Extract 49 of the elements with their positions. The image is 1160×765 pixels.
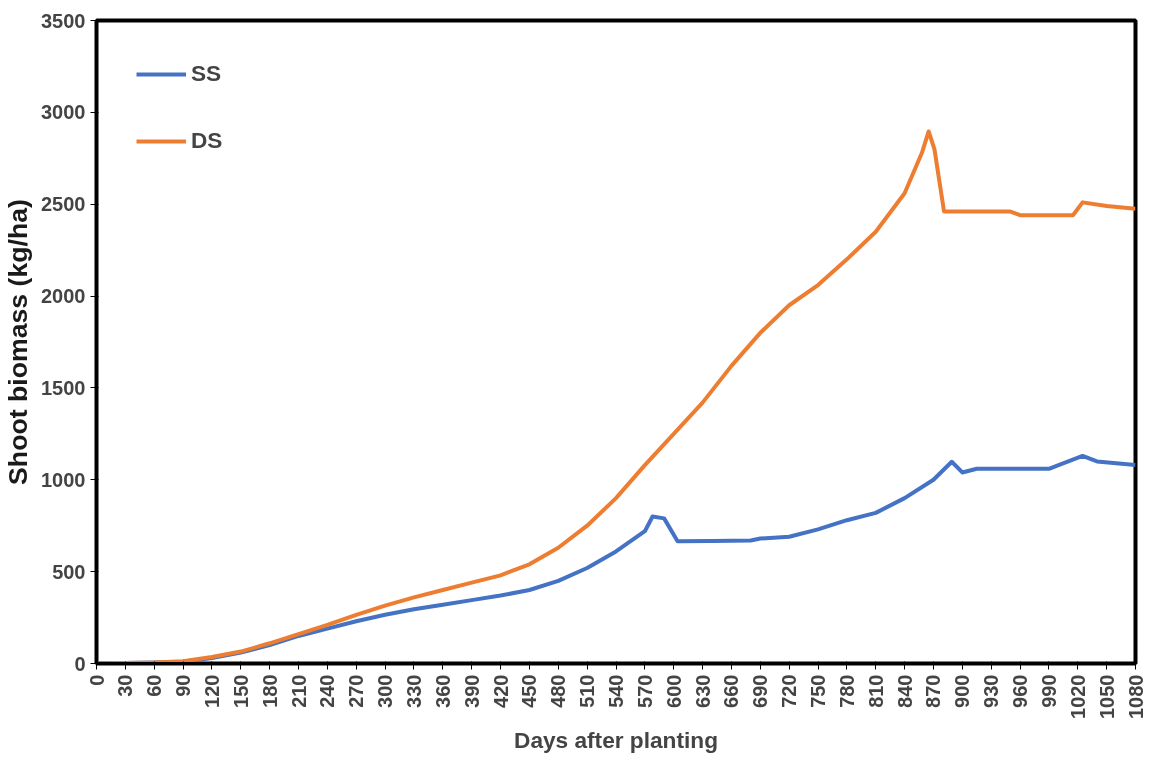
- x-tick-label: 690: [749, 674, 772, 708]
- x-tick-label: 90: [172, 674, 195, 697]
- x-tick-label: 960: [1009, 674, 1032, 708]
- x-tick-label: 0: [85, 674, 108, 686]
- x-tick-label: 240: [316, 674, 339, 708]
- x-tick-label: 120: [200, 674, 223, 708]
- x-axis-title: Days after planting: [514, 726, 718, 753]
- x-tick-label: 900: [951, 674, 974, 708]
- y-tick-label: 0: [74, 652, 86, 675]
- x-tick-label: 300: [374, 674, 397, 708]
- x-tick-label: 630: [691, 674, 714, 708]
- x-tick-label: 600: [662, 674, 685, 708]
- x-tick-label: 750: [807, 674, 830, 708]
- x-tick-label: 330: [402, 674, 425, 708]
- x-tick-label: 150: [229, 674, 252, 708]
- x-tick-label: 210: [287, 674, 310, 708]
- legend-label: SS: [191, 60, 222, 87]
- x-tick-label: 870: [922, 674, 945, 708]
- x-tick-label: 360: [431, 674, 454, 708]
- y-tick-label: 500: [52, 560, 86, 583]
- y-axis-title: Shoot biomass (kg/ha): [3, 199, 34, 485]
- x-tick-label: 1080: [1124, 674, 1147, 719]
- x-tick-label: 60: [143, 674, 166, 697]
- x-tick-label: 270: [345, 674, 368, 708]
- x-tick-label: 1020: [1066, 674, 1089, 719]
- y-tick-label: 1000: [41, 468, 86, 491]
- x-tick-label: 810: [864, 674, 887, 708]
- x-tick-label: 720: [778, 674, 801, 708]
- x-tick-label: 930: [980, 674, 1003, 708]
- y-tick-label: 2000: [41, 285, 86, 308]
- x-tick-label: 30: [114, 674, 137, 697]
- y-tick-label: 1500: [41, 376, 86, 399]
- x-tick-label: 420: [489, 674, 512, 708]
- x-tick-label: 990: [1037, 674, 1060, 708]
- x-tick-label: 480: [547, 674, 570, 708]
- y-tick-label: 2500: [41, 193, 86, 216]
- x-tick-label: 660: [720, 674, 743, 708]
- x-tick-label: 780: [835, 674, 858, 708]
- x-tick-label: 450: [518, 674, 541, 708]
- y-tick-label: 3000: [41, 101, 86, 124]
- x-tick-label: 510: [576, 674, 599, 708]
- y-tick-label: 3500: [41, 9, 86, 32]
- x-tick-label: 540: [605, 674, 627, 708]
- x-tick-label: 840: [893, 674, 916, 708]
- legend-label: DS: [191, 127, 223, 154]
- x-tick-label: 1050: [1095, 674, 1118, 719]
- x-tick-label: 180: [258, 674, 281, 708]
- x-tick-label: 390: [460, 674, 483, 708]
- x-tick-label: 570: [633, 674, 656, 708]
